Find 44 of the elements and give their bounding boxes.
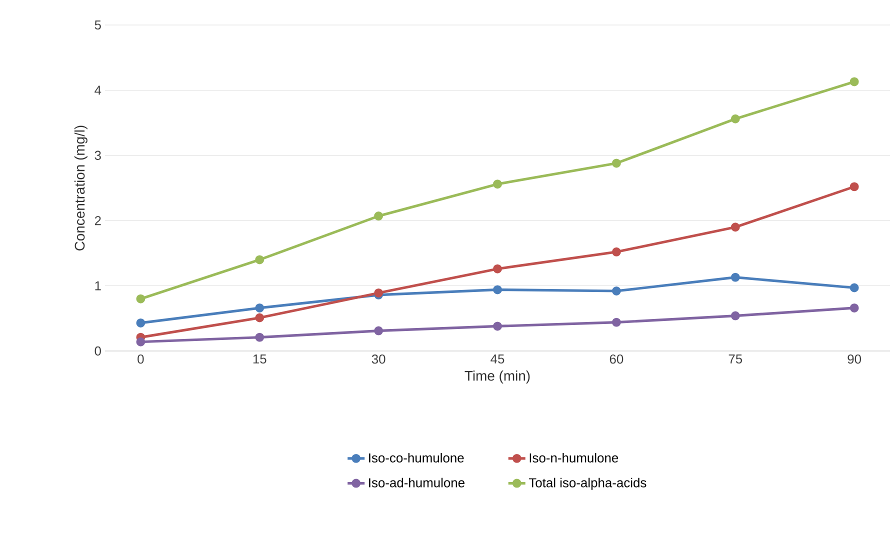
legend-label: Iso-co-humulone xyxy=(369,452,464,462)
x-tick-label: 30 xyxy=(372,354,386,364)
point xyxy=(136,294,146,304)
legend-label: Iso-ad-humulone xyxy=(369,478,464,488)
y-tick-label: 4 xyxy=(94,86,102,95)
point xyxy=(730,311,740,320)
y-axis-title: Concentration (mg/l) xyxy=(74,126,88,250)
x-axis-title: Time (min) xyxy=(464,370,530,384)
point xyxy=(255,303,264,312)
point xyxy=(374,326,384,336)
point xyxy=(136,318,146,328)
legend-label: Iso-n-humulone xyxy=(530,452,618,462)
x-tick-label: 15 xyxy=(253,354,266,364)
point xyxy=(493,180,502,189)
point xyxy=(493,285,502,294)
point xyxy=(850,283,859,292)
y-tick-label: 0 xyxy=(94,346,101,356)
point xyxy=(612,286,621,296)
point xyxy=(850,182,859,192)
x-tick-label: 90 xyxy=(848,354,862,364)
point xyxy=(493,322,502,331)
point xyxy=(612,318,621,327)
y-tick-label: 5 xyxy=(94,20,101,30)
y-tick-label: 2 xyxy=(94,216,101,226)
x-tick-label: 45 xyxy=(490,354,504,364)
point xyxy=(850,77,859,86)
point xyxy=(255,313,264,322)
point xyxy=(493,264,502,274)
point xyxy=(850,303,859,312)
point xyxy=(255,332,264,342)
y-tick-label: 3 xyxy=(94,150,101,160)
point xyxy=(136,337,146,346)
point xyxy=(374,212,384,221)
x-tick-label: 0 xyxy=(138,354,144,364)
legend-label: Total iso-alpha-acids xyxy=(528,478,646,490)
point xyxy=(612,158,621,168)
x-tick-label: 60 xyxy=(610,354,624,364)
y-tick-label: 1 xyxy=(95,281,101,290)
point xyxy=(730,272,740,282)
point xyxy=(730,114,740,124)
point xyxy=(612,247,621,256)
point xyxy=(255,255,264,264)
point xyxy=(730,222,740,232)
x-tick-label: 75 xyxy=(728,354,742,364)
